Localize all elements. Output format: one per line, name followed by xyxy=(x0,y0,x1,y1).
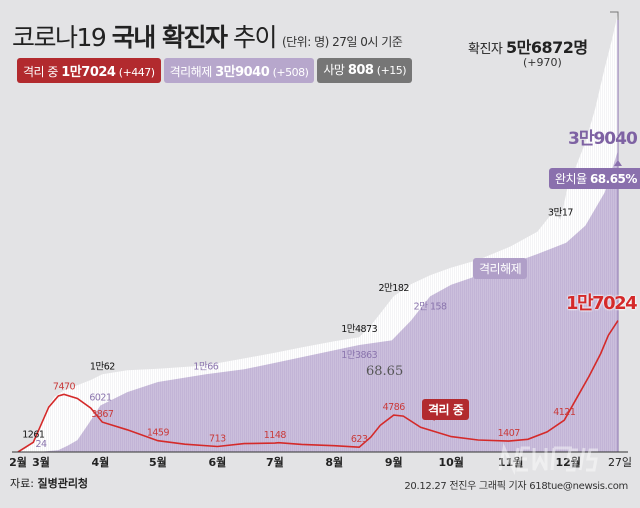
data-label-isolation: 1407 xyxy=(498,428,521,439)
x-tick-label: 5월 xyxy=(149,455,167,469)
x-tick-label: 2월 xyxy=(9,455,27,469)
data-label-released: 1만66 xyxy=(193,361,218,372)
recovery-rate-badge: 완치율 68.65% xyxy=(549,168,640,189)
x-tick-label: 3월 xyxy=(32,455,50,469)
data-label-confirmed: 1261 xyxy=(22,429,45,440)
released-tag: 격리해제 xyxy=(473,258,528,279)
data-label-released: 1만3863 xyxy=(341,350,377,361)
stray-value-text: 68.65 xyxy=(366,364,404,379)
data-label-confirmed: 1만62 xyxy=(90,361,115,372)
data-label-released: 2만 158 xyxy=(414,301,447,312)
data-label-isolation: 623 xyxy=(351,434,368,445)
x-tick-label: 9월 xyxy=(385,455,403,469)
watermark-stroke xyxy=(516,446,530,472)
isolation-line xyxy=(17,320,619,453)
data-label-isolation: 1459 xyxy=(147,428,170,439)
legend-deaths: 사망 808 (+15) xyxy=(317,58,413,83)
recovery-badge-pointer xyxy=(614,160,622,166)
data-label-isolation: 713 xyxy=(209,433,226,444)
isolation-end-label: 1만7024 xyxy=(566,293,638,314)
released-end-label: 3만9040 xyxy=(568,129,638,149)
credit: 20.12.27 전진우 그래픽 기자 618tue@newsis.com xyxy=(404,481,628,492)
page-title: 코로나19 국내 확진자 추이 (단위: 명) 27일 0시 기준 xyxy=(12,23,403,52)
watermark-stroke xyxy=(586,448,598,472)
watermark-logo xyxy=(498,443,598,475)
data-label-confirmed: 1만4873 xyxy=(341,324,377,335)
data-label-isolation: 3867 xyxy=(91,409,114,420)
watermark-stroke xyxy=(532,448,548,471)
watermark-stroke xyxy=(550,446,572,471)
data-label-confirmed: 2만182 xyxy=(379,283,410,294)
x-tick-label: 11월 xyxy=(498,455,523,469)
data-label-isolation: 1148 xyxy=(264,430,287,441)
released-area xyxy=(18,150,618,452)
legend: 격리 중 1만7024 (+447) 격리해제 3만9040 (+508) 사망… xyxy=(17,58,413,83)
subtitle: (단위: 명) 27일 0시 기준 xyxy=(281,35,403,49)
data-label-isolation: 7470 xyxy=(53,381,76,392)
watermark-stroke xyxy=(566,448,578,472)
x-tick-label: 8월 xyxy=(325,455,343,469)
x-tick-label: 27일 xyxy=(608,455,632,469)
total-confirmed-delta: (+970) xyxy=(523,56,562,69)
watermark-stroke xyxy=(498,443,520,475)
data-label-released: 6021 xyxy=(89,393,112,404)
data-label-isolation: 4786 xyxy=(383,402,406,413)
watermark-stroke xyxy=(578,447,586,471)
source: 자료: 질병관리청 xyxy=(10,477,89,490)
data-label-released: 24 xyxy=(35,439,47,450)
data-label-isolation: 4121 xyxy=(553,407,576,418)
x-tick-label: 10월 xyxy=(439,455,464,469)
x-tick-label: 4월 xyxy=(92,455,110,469)
legend-released: 격리해제 3만9040 (+508) xyxy=(163,58,315,83)
isolation-tag: 격리 중 xyxy=(422,399,470,420)
confirmed-peak-marker xyxy=(610,11,619,20)
total-confirmed: 확진자 5만6872명 xyxy=(468,38,588,57)
x-tick-label: 6월 xyxy=(208,455,226,469)
x-tick-label: 7월 xyxy=(266,455,284,469)
data-label-confirmed: 3만17 xyxy=(548,207,573,218)
x-tick-label: 12월 xyxy=(555,455,580,469)
legend-isolation: 격리 중 1만7024 (+447) xyxy=(17,58,161,83)
